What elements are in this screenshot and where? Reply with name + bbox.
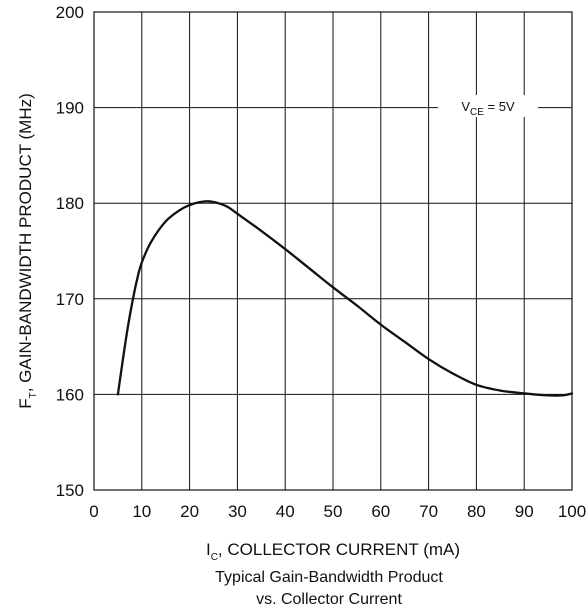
x-tick-label: 40: [276, 502, 295, 521]
vce-annotation-main: V: [461, 99, 470, 114]
x-axis-label: IC, COLLECTOR CURRENT (mA): [206, 540, 460, 563]
x-axis-label-sub: C: [211, 552, 218, 563]
x-tick-labels: 0 10 20 30 40 50 60 70 80 90 100: [89, 502, 586, 521]
y-axis-label-sub: T: [28, 392, 39, 398]
x-tick-label: 70: [419, 502, 438, 521]
x-tick-label: 90: [515, 502, 534, 521]
x-axis-label-rest: , COLLECTOR CURRENT (mA): [218, 540, 460, 559]
x-axis-label-main: I: [206, 540, 211, 559]
x-tick-label: 30: [228, 502, 247, 521]
y-tick-label: 200: [56, 3, 84, 22]
plot-frame: [93, 11, 573, 491]
caption-line-1: Typical Gain-Bandwidth Product: [215, 569, 443, 586]
y-axis-label: FT, GAIN-BANDWIDTH PRODUCT (MHz): [16, 93, 39, 409]
x-tick-label: 0: [89, 502, 98, 521]
x-tick-label: 60: [371, 502, 390, 521]
y-tick-label: 190: [56, 99, 84, 118]
y-tick-label: 160: [56, 385, 84, 404]
y-tick-label: 170: [56, 290, 84, 309]
series-layer: [116, 200, 574, 397]
vce-annotation: VCE = 5V: [461, 99, 515, 118]
y-tick-labels: 150 160 170 180 190 200: [56, 3, 84, 500]
vce-annotation-sub: CE: [470, 107, 484, 118]
x-tick-label: 80: [467, 502, 486, 521]
caption-line-2: vs. Collector Current: [256, 591, 402, 608]
vce-annotation-rest: = 5V: [484, 99, 515, 114]
y-axis-label-main: F: [16, 398, 35, 408]
grid-lines: [94, 12, 572, 490]
annotation-background: [438, 95, 538, 117]
y-axis-label-rest: , GAIN-BANDWIDTH PRODUCT (MHz): [16, 93, 35, 392]
y-tick-label: 150: [56, 481, 84, 500]
x-tick-label: 50: [324, 502, 343, 521]
x-tick-label: 100: [558, 502, 586, 521]
x-tick-label: 10: [132, 502, 151, 521]
x-tick-label: 20: [180, 502, 199, 521]
y-tick-label: 180: [56, 194, 84, 213]
series-line-0: [116, 200, 574, 397]
